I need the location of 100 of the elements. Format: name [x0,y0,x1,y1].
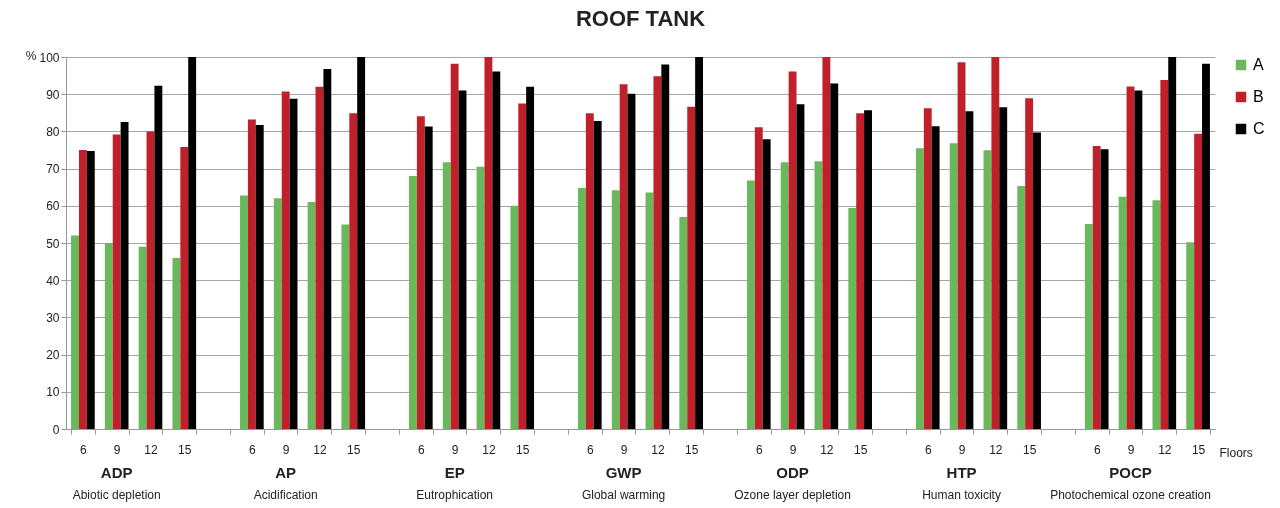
bar [341,224,350,429]
text: HTP [946,464,977,481]
y-tick-label: 0 [52,422,60,437]
text: POCP [1109,464,1152,481]
bar [856,113,865,429]
bar [915,148,924,429]
bar [409,176,417,429]
bar [999,107,1008,429]
bar [931,126,940,429]
x-tick-label: 9 [451,442,459,457]
bar [1134,90,1143,429]
bar [172,257,181,429]
bar [323,68,332,429]
bar [518,103,527,429]
bar [593,120,602,429]
bar [830,83,839,429]
bar [1168,57,1177,429]
bar [991,57,1000,429]
bar [510,205,519,429]
bar [180,147,189,429]
x-tick-label: 12 [144,442,158,457]
x-tick-label: 15 [516,442,530,457]
bar [154,85,163,429]
bar [923,108,932,429]
y-axis-title: % [25,48,37,63]
bar [138,246,147,429]
bar [416,116,425,429]
bar [864,110,872,429]
bar [1118,196,1127,429]
x-tick-label: 9 [1127,442,1135,457]
y-tick-label: 60 [46,199,60,214]
y-tick-label: 70 [46,162,60,177]
y-tick-label: 30 [46,310,60,325]
bar [661,64,670,429]
bar [585,113,594,429]
legend-label: B [1253,88,1264,105]
bar [780,162,789,429]
x-tick-label: 6 [1093,442,1101,457]
bar [255,125,264,429]
text: Human toxicity [922,488,1001,502]
bar [1033,132,1041,429]
bar [484,57,493,429]
legend-label: C [1253,120,1265,137]
bar [450,63,459,429]
text: Photochemical ozone creation [1050,488,1211,502]
bar [104,243,113,429]
bar [78,150,87,429]
bar [526,86,535,429]
bar [848,208,857,429]
bar [965,111,974,429]
legend-label: A [1253,56,1264,73]
x-tick-label: 15 [853,442,868,457]
x-axis-title: Floors [1219,445,1253,460]
x-tick-label: 15 [685,442,699,457]
bar [307,202,316,429]
bar [949,143,958,429]
text: Ozone layer depletion [734,488,851,502]
bar [281,91,290,429]
bar [1092,145,1101,429]
text: Eutrophication [416,488,493,502]
x-tick-label: 12 [313,442,327,457]
bar [1084,224,1093,429]
bar [746,180,755,429]
x-tick-label: 6 [249,442,257,457]
y-tick-label: 80 [46,124,60,139]
x-tick-label: 12 [651,442,665,457]
y-tick-label: 100 [39,50,60,65]
y-tick-label: 40 [46,273,60,288]
x-tick-label: 12 [1158,442,1172,457]
text: Abiotic depletion [72,488,161,502]
chart-title: ROOF TANK [575,6,706,31]
x-tick-label: 12 [989,442,1003,457]
bar [442,162,451,429]
y-tick-label: 20 [46,348,60,363]
bar [188,57,197,429]
bar [86,151,95,429]
bar [112,134,121,429]
bar [687,106,696,429]
x-tick-label: 6 [924,442,932,457]
bar [1160,80,1169,429]
y-tick-label: 90 [46,87,60,102]
y-tick-label: 10 [46,385,60,400]
text: ADP [100,464,133,481]
bar [424,126,433,429]
x-tick-label: 9 [789,442,797,457]
text: ODP [776,464,809,481]
bar [273,198,282,429]
x-tick-label: 9 [620,442,628,457]
bar [247,119,256,429]
bar [754,127,763,429]
text: GWP [605,464,642,481]
bar [1186,242,1195,429]
text: Global warming [581,488,666,502]
x-tick-label: 9 [113,442,121,457]
x-tick-label: 6 [586,442,594,457]
bar [1152,200,1161,429]
x-tick-label: 12 [820,442,834,457]
bar [679,216,688,429]
text: EP [444,464,465,481]
bar [1100,149,1109,429]
